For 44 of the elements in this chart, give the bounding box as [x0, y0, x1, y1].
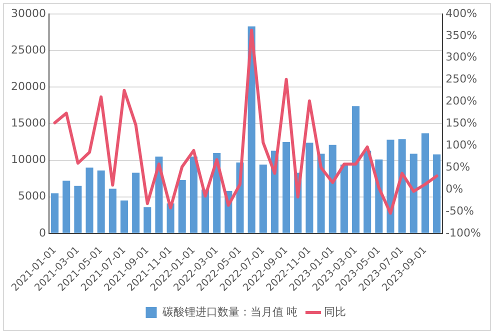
y2-tick-label: 100% [446, 138, 478, 152]
bar [120, 200, 128, 233]
y-tick-label: 10000 [10, 153, 46, 166]
bar [62, 180, 70, 233]
bar [259, 164, 267, 233]
bar [317, 154, 325, 233]
bar [421, 133, 429, 233]
bar [132, 172, 140, 233]
bar [386, 140, 394, 233]
y2-tick-label: 150% [446, 116, 478, 130]
bar [74, 186, 82, 233]
bar [306, 142, 314, 233]
y-tick-label: 30000 [10, 6, 46, 20]
y2-tick-label: 300% [446, 50, 478, 64]
legend-label: 碳酸锂进口数量：当月值 吨 [161, 305, 298, 318]
bar [108, 188, 116, 233]
legend-label: 同比 [324, 305, 346, 318]
bar [190, 156, 198, 233]
bar [328, 144, 336, 233]
y2-tick-label: 50% [446, 160, 470, 174]
bar [433, 154, 441, 233]
bar [97, 170, 105, 233]
y-tick-label: 15000 [10, 116, 46, 130]
bar [398, 139, 406, 233]
y-tick-label: 0 [38, 226, 46, 240]
bar [86, 168, 94, 233]
bar [144, 207, 152, 233]
y2-tick-label: 400% [446, 6, 478, 20]
bar [410, 154, 418, 233]
y2-tick-label: 0% [446, 182, 464, 196]
y2-tick-label: -100% [446, 226, 482, 240]
y-tick-label: 5000 [18, 190, 46, 203]
bar [364, 150, 372, 233]
bar [282, 142, 290, 233]
y2-tick-label: 250% [446, 72, 478, 86]
bar [340, 164, 348, 233]
y-tick-label: 20000 [10, 80, 46, 93]
y2-tick-label: 350% [446, 28, 478, 42]
y2-tick-label: -50% [446, 204, 474, 218]
y-tick-label: 25000 [10, 43, 46, 56]
bar [352, 106, 360, 233]
y2-tick-label: 200% [446, 94, 478, 108]
bar [178, 180, 186, 233]
bar [51, 193, 59, 233]
